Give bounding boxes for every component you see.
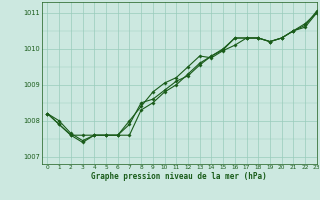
X-axis label: Graphe pression niveau de la mer (hPa): Graphe pression niveau de la mer (hPa) — [91, 172, 267, 181]
